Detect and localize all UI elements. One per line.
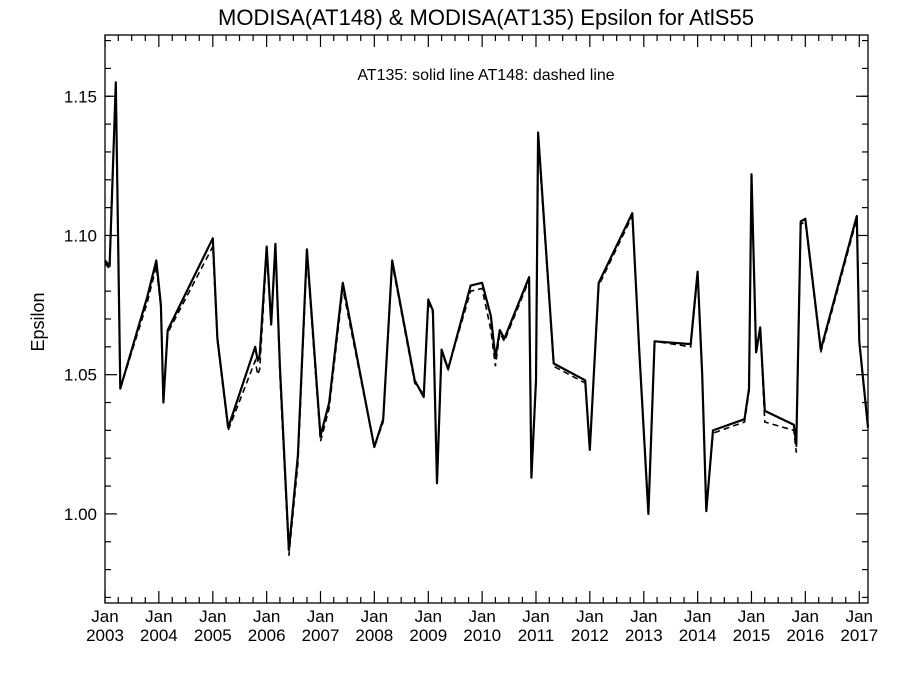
x-tick-month: Jan <box>576 607 603 626</box>
x-tick-month: Jan <box>253 607 280 626</box>
x-tick-year: 2016 <box>786 626 824 645</box>
x-tick-month: Jan <box>145 607 172 626</box>
y-tick-label: 1.00 <box>64 505 97 524</box>
x-tick-year: 2004 <box>140 626 178 645</box>
x-tick-month: Jan <box>199 607 226 626</box>
y-tick-label: 1.15 <box>64 87 97 106</box>
y-axis-label: Epsilon <box>28 292 48 351</box>
x-tick-month: Jan <box>307 607 334 626</box>
x-tick-year: 2011 <box>518 626 555 645</box>
x-tick-year: 2012 <box>571 626 609 645</box>
x-tick-month: Jan <box>415 607 442 626</box>
x-tick-month: Jan <box>468 607 495 626</box>
x-tick-month: Jan <box>792 607 819 626</box>
x-tick-month: Jan <box>684 607 711 626</box>
y-tick-label: 1.05 <box>64 366 97 385</box>
x-tick-month: Jan <box>738 607 765 626</box>
axis-ticks: 1.001.051.101.15Jan2003Jan2004Jan2005Jan… <box>64 35 878 645</box>
x-tick-year: 2017 <box>840 626 878 645</box>
x-tick-month: Jan <box>846 607 873 626</box>
chart-title: MODISA(AT148) & MODISA(AT135) Epsilon fo… <box>218 5 754 30</box>
plot-frame <box>104 34 869 604</box>
x-tick-month: Jan <box>630 607 657 626</box>
x-tick-month: Jan <box>361 607 388 626</box>
x-tick-year: 2015 <box>733 626 771 645</box>
x-tick-year: 2013 <box>625 626 663 645</box>
plot-border <box>104 34 869 604</box>
x-tick-year: 2007 <box>302 626 340 645</box>
series-line-at148 <box>104 87 869 556</box>
x-tick-year: 2008 <box>355 626 393 645</box>
series-lines <box>104 81 870 556</box>
series-line-at135 <box>104 81 870 552</box>
x-tick-year: 2006 <box>248 626 286 645</box>
x-tick-month: Jan <box>522 607 549 626</box>
legend-annotation: AT135: solid line AT148: dashed line <box>357 67 614 84</box>
x-tick-year: 2009 <box>409 626 447 645</box>
x-tick-year: 2014 <box>679 626 717 645</box>
y-tick-label: 1.10 <box>64 226 97 245</box>
x-tick-year: 2005 <box>194 626 232 645</box>
x-tick-year: 2003 <box>86 626 124 645</box>
x-tick-year: 2010 <box>463 626 501 645</box>
x-tick-month: Jan <box>91 607 118 626</box>
